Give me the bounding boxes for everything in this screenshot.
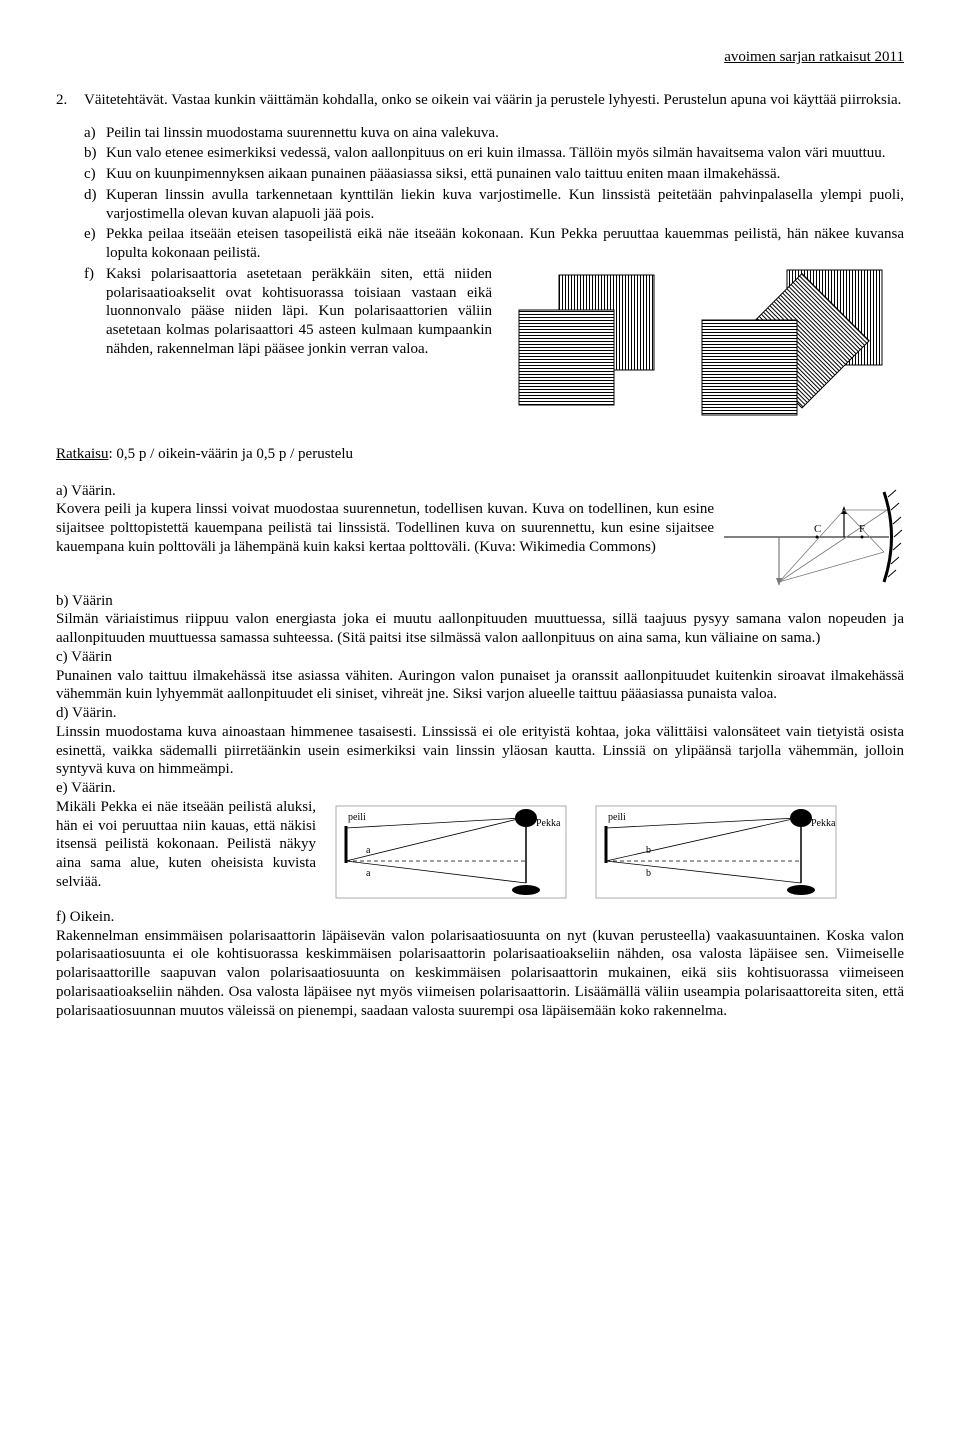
polarizer-triple-icon: [692, 265, 902, 425]
answer-f-title: f) Oikein.: [56, 908, 904, 927]
item-b: b) Kun valo etenee esimerkiksi vedessä, …: [84, 144, 904, 163]
polarizer-figures: [504, 265, 904, 425]
answer-e-title: e) Väärin.: [56, 779, 904, 798]
item-b-text: Kun valo etenee esimerkiksi vedessä, val…: [106, 144, 904, 163]
answer-c-title: c) Väärin: [56, 648, 904, 667]
item-d: d) Kuperan linssin avulla tarkennetaan k…: [84, 186, 904, 224]
item-e-label: e): [84, 225, 106, 263]
answers: a) Väärin. Kovera peili ja kupera linssi…: [56, 482, 904, 1021]
item-d-label: d): [84, 186, 106, 224]
question-body: Väitetehtävät. Vastaa kunkin väittämän k…: [84, 91, 904, 427]
question-intro: Väitetehtävät. Vastaa kunkin väittämän k…: [84, 91, 904, 110]
svg-text:a: a: [366, 845, 371, 856]
svg-text:b: b: [646, 868, 651, 879]
item-b-label: b): [84, 144, 106, 163]
svg-text:Pekka: Pekka: [536, 818, 561, 829]
item-c-text: Kuu on kuunpimennyksen aikaan punainen p…: [106, 165, 904, 184]
question-number: 2.: [56, 91, 84, 427]
item-e: e) Pekka peilaa itseään eteisen tasopeil…: [84, 225, 904, 263]
item-f-text: Kaksi polarisaattoria asetetaan peräkkäi…: [106, 265, 504, 359]
mirror-label-C: C: [814, 523, 821, 535]
answer-e: Mikäli Pekka ei näe itseään peilistä alu…: [56, 798, 904, 908]
item-a: a) Peilin tai linssin muodostama suurenn…: [84, 124, 904, 143]
item-f-label: f): [84, 265, 106, 425]
svg-text:a: a: [366, 868, 371, 879]
ratkaisu-line: Ratkaisu: 0,5 p / oikein-väärin ja 0,5 p…: [56, 445, 904, 464]
mirror-label-F: F: [859, 523, 865, 535]
answer-b-title: b) Väärin: [56, 592, 904, 611]
svg-text:Pekka: Pekka: [811, 818, 836, 829]
answer-a-body: Kovera peili ja kupera linssi voivat muo…: [56, 501, 714, 555]
polarizer-pair-icon: [504, 265, 674, 415]
question-2: 2. Väitetehtävät. Vastaa kunkin väittämä…: [56, 91, 904, 427]
item-f: f) Kaksi polarisaattoria asetetaan peräk…: [84, 265, 904, 425]
concave-mirror-figure: C F: [724, 482, 904, 592]
item-a-label: a): [84, 124, 106, 143]
ratkaisu-rest: : 0,5 p / oikein-väärin ja 0,5 p / perus…: [109, 446, 354, 462]
answer-e-body: Mikäli Pekka ei näe itseään peilistä alu…: [56, 798, 326, 892]
svg-text:peili: peili: [348, 812, 366, 823]
item-c-label: c): [84, 165, 106, 184]
ratkaisu-label: Ratkaisu: [56, 446, 109, 462]
answer-a-title: a) Väärin.: [56, 482, 714, 501]
page-header: avoimen sarjan ratkaisut 2011: [56, 48, 904, 67]
item-d-text: Kuperan linssin avulla tarkennetaan kynt…: [106, 186, 904, 224]
pekka-mirror-figure: peili Pekka a a: [326, 798, 904, 908]
answer-f-body: Rakennelman ensimmäisen polarisaattorin …: [56, 927, 904, 1021]
answer-d-title: d) Väärin.: [56, 704, 904, 723]
answer-a: a) Väärin. Kovera peili ja kupera linssi…: [56, 482, 904, 592]
answer-c-body: Punainen valo taittuu ilmakehässä itse a…: [56, 667, 904, 705]
answer-d-body: Linssin muodostama kuva ainoastaan himme…: [56, 723, 904, 779]
svg-text:b: b: [646, 845, 651, 856]
item-a-text: Peilin tai linssin muodostama suurennett…: [106, 124, 904, 143]
answer-b-body: Silmän väriaistimus riippuu valon energi…: [56, 610, 904, 648]
item-e-text: Pekka peilaa itseään eteisen tasopeilist…: [106, 225, 904, 263]
svg-text:peili: peili: [608, 812, 626, 823]
item-c: c) Kuu on kuunpimennyksen aikaan punaine…: [84, 165, 904, 184]
